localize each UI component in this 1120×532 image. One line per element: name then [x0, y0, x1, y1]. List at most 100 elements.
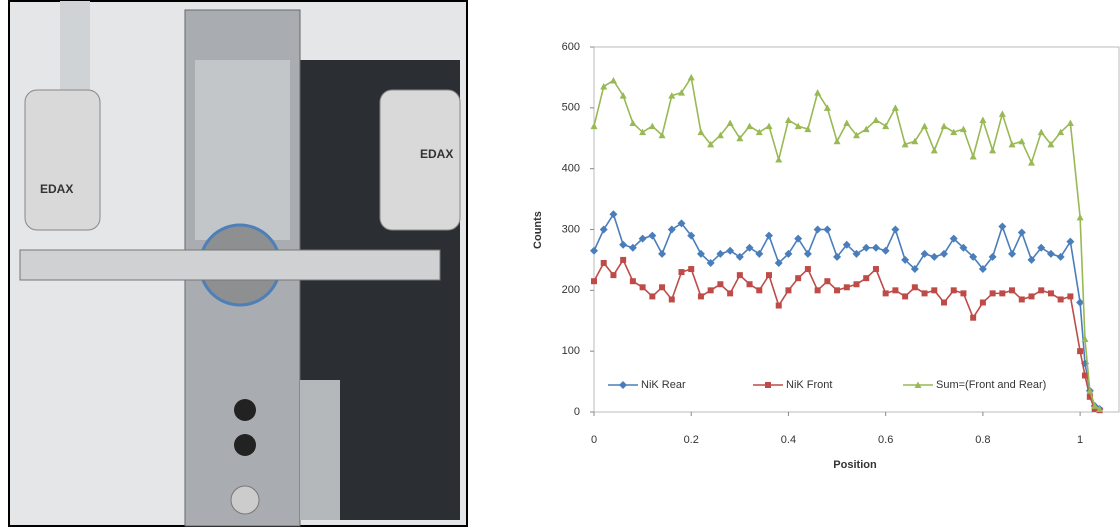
data-point [678, 89, 685, 96]
data-point [677, 219, 686, 228]
data-point [649, 293, 656, 300]
data-point [736, 272, 743, 279]
data-point [834, 287, 841, 294]
data-point [902, 293, 909, 300]
data-point [736, 134, 744, 142]
data-point [1091, 402, 1099, 409]
data-point [629, 119, 637, 127]
data-point [941, 299, 947, 306]
data-point [853, 281, 860, 288]
data-point [842, 240, 851, 249]
data-point [707, 287, 714, 294]
photo: EDAX EDAX [8, 0, 468, 527]
data-point [648, 122, 656, 130]
y-tick-label: 100 [562, 345, 580, 357]
data-point [930, 146, 938, 154]
data-point [658, 131, 666, 139]
data-point [871, 243, 880, 252]
data-point [950, 128, 958, 136]
data-point [911, 137, 919, 145]
data-point [639, 284, 646, 291]
data-point [795, 275, 802, 282]
photo-column-mid [195, 60, 290, 240]
y-tick-label: 600 [562, 41, 580, 53]
data-point [862, 125, 870, 133]
data-point [687, 73, 695, 81]
data-point [1046, 249, 1055, 258]
data-point [979, 299, 986, 306]
y-tick-label: 0 [574, 406, 580, 418]
data-point [696, 249, 705, 258]
data-point [813, 225, 822, 234]
data-point [726, 119, 734, 127]
data-point [1037, 243, 1046, 252]
data-point [863, 275, 870, 282]
data-point [901, 140, 909, 148]
data-point [648, 231, 657, 240]
chart: Position Counts 0 100 200 300 400 500 600 0 0.2 0… [532, 41, 1120, 471]
data-point [824, 278, 831, 285]
x-tick-label: 1 [1077, 434, 1083, 446]
data-point [716, 249, 725, 258]
data-point [639, 128, 647, 136]
photo-wall [60, 1, 90, 101]
data-point [765, 231, 773, 240]
y-tick-label: 400 [562, 163, 580, 175]
data-point [969, 252, 978, 261]
data-point [969, 153, 977, 160]
legend-marker [914, 381, 922, 388]
data-point [1056, 252, 1065, 261]
data-point [1096, 405, 1104, 412]
data-point [892, 287, 899, 294]
data-point [735, 252, 744, 261]
legend-marker [619, 381, 627, 389]
data-point [688, 266, 695, 273]
data-point [1027, 255, 1036, 264]
data-point [833, 252, 842, 261]
data-point [1081, 372, 1088, 379]
data-point [775, 156, 783, 163]
data-point [727, 290, 734, 297]
data-point [940, 122, 948, 130]
data-point [931, 287, 938, 294]
photo-knob [234, 399, 256, 421]
data-point [1066, 237, 1075, 246]
legend-marker [765, 382, 771, 388]
data-point [1067, 293, 1074, 300]
data-point [620, 256, 627, 263]
data-point [1009, 287, 1016, 294]
data-point [638, 234, 647, 243]
data-point [591, 278, 597, 285]
data-point [989, 146, 997, 154]
data-point [668, 296, 675, 303]
data-point [794, 122, 802, 130]
data-point [697, 128, 705, 136]
data-point [687, 231, 696, 240]
data-point [1017, 228, 1026, 237]
data-point [921, 122, 929, 130]
data-point [998, 110, 1006, 117]
data-point [959, 125, 967, 133]
data-point [1076, 298, 1085, 307]
photo-dewar [379, 89, 461, 231]
data-point [911, 284, 918, 291]
y-axis-title: Counts [532, 211, 544, 249]
data-point [628, 243, 637, 252]
data-point [1028, 159, 1035, 166]
data-point [1077, 348, 1084, 355]
data-point [774, 258, 783, 267]
data-point [717, 281, 724, 288]
data-point [881, 246, 890, 255]
data-point [814, 287, 821, 294]
data-point [755, 249, 764, 258]
data-point [766, 272, 772, 279]
data-point [697, 293, 704, 300]
data-point [872, 266, 879, 273]
data-point [989, 290, 996, 297]
data-point [882, 290, 889, 297]
data-point [1086, 387, 1094, 394]
data-point [619, 240, 628, 249]
data-point [1038, 287, 1045, 294]
data-point [658, 249, 667, 258]
